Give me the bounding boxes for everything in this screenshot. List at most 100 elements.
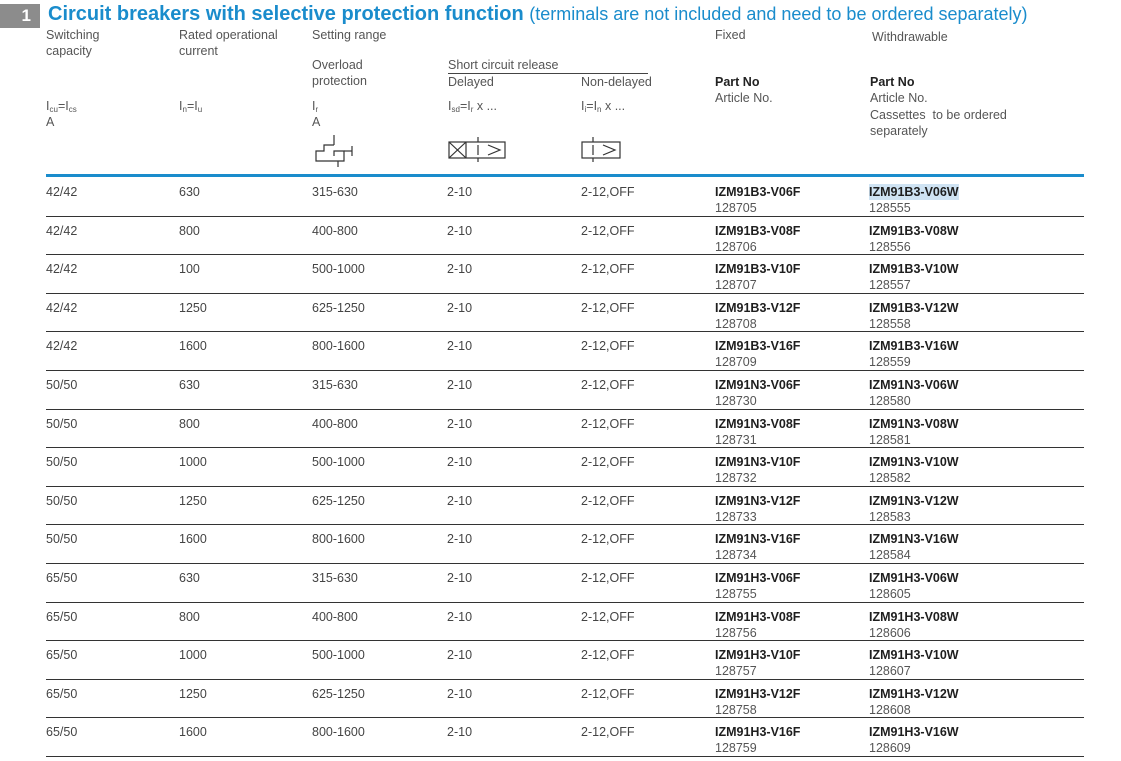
- switching-capacity-cell: 65/50: [46, 571, 78, 585]
- switching-capacity-cell: 42/42: [46, 223, 78, 238]
- fixed-part-number: IZM91B3-V10F: [715, 262, 801, 277]
- title-bold: Circuit breakers with selective protecti…: [48, 3, 524, 25]
- delayed-range-cell: 2-10: [447, 455, 473, 470]
- delayed-release-symbol-icon: [448, 137, 506, 162]
- rated-current-cell: 100: [179, 262, 200, 277]
- fixed-article-number: 128706: [715, 239, 757, 254]
- fixed-part-number: IZM91N3-V16F: [715, 532, 801, 547]
- header-setting-range: Setting range: [312, 28, 387, 42]
- delayed-range-cell: 2-10: [447, 339, 473, 354]
- header-divider: [46, 174, 1084, 177]
- table-row: 65/50 1250 625-1250 2-10 2-12,OFF IZM91H3-V12…: [46, 679, 1084, 719]
- non-delayed-range-cell: 2-12,OFF: [581, 609, 635, 624]
- withdrawable-part-number: IZM91H3-V06W: [869, 571, 959, 585]
- withdrawable-order-cell: IZM91N3-V12W 128583: [869, 493, 959, 525]
- rated-current-cell: 1250: [179, 493, 207, 508]
- fixed-order-cell: IZM91B3-V08F 128706: [715, 223, 800, 255]
- withdrawable-order-cell: IZM91B3-V10W 128557: [869, 261, 959, 293]
- fixed-article-no-label: Article No.: [715, 91, 773, 105]
- fixed-part-number: IZM91B3-V12F: [715, 300, 801, 315]
- delayed-range-cell: 2-10: [447, 648, 473, 663]
- rated-current-cell: 1000: [179, 648, 207, 663]
- withdrawable-article-no-label: Article No.: [870, 91, 928, 105]
- rated-current-cell: 800: [179, 609, 200, 624]
- non-delayed-range-cell: 2-12,OFF: [581, 300, 635, 315]
- fixed-article-number: 128732: [715, 471, 757, 486]
- withdrawable-part-number: IZM91N3-V16W: [869, 532, 959, 547]
- rated-current-cell: 1600: [179, 532, 207, 547]
- table-row: 65/50 1000 500-1000 2-10 2-12,OFF IZM91H3-V10…: [46, 640, 1084, 680]
- fixed-order-cell: IZM91H3-V10F 128757: [715, 647, 800, 679]
- symbol-in-iu: In=Iu: [179, 99, 203, 114]
- withdrawable-article-number: 128580: [869, 394, 911, 408]
- header-delayed: Delayed: [448, 75, 494, 89]
- fixed-part-number: IZM91N3-V06F: [715, 378, 801, 392]
- fixed-article-number: 128731: [715, 432, 757, 447]
- symbol-ii: Ii=In x ...: [581, 99, 626, 114]
- fixed-order-cell: IZM91H3-V06F 128755: [715, 570, 800, 602]
- table-row: 42/42 100 500-1000 2-10 2-12,OFF IZM91B3-V10F…: [46, 254, 1084, 294]
- cassettes-note: Cassettes to be ordered separately: [870, 108, 1007, 138]
- fixed-article-number: 128756: [715, 625, 757, 640]
- rated-current-cell: 1600: [179, 339, 207, 354]
- unit-a-capacity: A: [46, 115, 55, 129]
- overload-range-cell: 315-630: [312, 378, 358, 392]
- non-delayed-range-cell: 2-12,OFF: [581, 686, 635, 701]
- withdrawable-article-number: 128609: [869, 741, 911, 756]
- non-delayed-range-cell: 2-12,OFF: [581, 455, 635, 470]
- switching-capacity-cell: 65/50: [46, 686, 78, 701]
- withdrawable-part-number: IZM91N3-V08W: [869, 416, 959, 431]
- fixed-order-cell: IZM91N3-V06F 128730: [715, 377, 800, 409]
- table-row: 42/42 1250 625-1250 2-10 2-12,OFF IZM91B3-V12…: [46, 293, 1084, 333]
- fixed-part-number: IZM91N3-V10F: [715, 455, 801, 470]
- non-delayed-range-cell: 2-12,OFF: [581, 493, 635, 508]
- fixed-article-number: 128709: [715, 355, 757, 370]
- withdrawable-part-number: IZM91N3-V12W: [869, 493, 959, 508]
- delayed-range-cell: 2-10: [447, 493, 473, 508]
- short-circuit-divider: [448, 73, 648, 74]
- fixed-order-cell: IZM91N3-V08F 128731: [715, 416, 800, 448]
- symbol-ir: Ir: [312, 99, 319, 114]
- overload-range-cell: 800-1600: [312, 532, 365, 547]
- header-fixed: Fixed: [715, 28, 746, 42]
- rated-current-cell: 630: [179, 571, 200, 585]
- withdrawable-article-number: 128559: [869, 355, 911, 370]
- withdrawable-article-number: 128583: [869, 509, 911, 524]
- table-row: 50/50 800 400-800 2-10 2-12,OFF IZM91N3-V08F 1…: [46, 409, 1084, 449]
- rated-current-cell: 1600: [179, 725, 207, 740]
- fixed-part-number: IZM91B3-V08F: [715, 223, 801, 238]
- switching-capacity-cell: 42/42: [46, 185, 78, 199]
- switching-capacity-cell: 50/50: [46, 532, 78, 547]
- non-delayed-range-cell: 2-12,OFF: [581, 532, 635, 547]
- switching-capacity-cell: 50/50: [46, 416, 78, 431]
- fixed-order-cell: IZM91B3-V10F 128707: [715, 261, 800, 293]
- table-row: 50/50 1600 800-1600 2-10 2-12,OFF IZM91N3-V16…: [46, 524, 1084, 564]
- overload-range-cell: 625-1250: [312, 300, 365, 315]
- table-row: 65/50 1600 800-1600 2-10 2-12,OFF IZM91H3-V16…: [46, 717, 1084, 757]
- fixed-article-number: 128708: [715, 316, 757, 331]
- withdrawable-order-cell: IZM91B3-V16W 128559: [869, 338, 959, 370]
- withdrawable-part-number: IZM91N3-V06W: [869, 378, 959, 392]
- rated-current-cell: 630: [179, 185, 200, 199]
- overload-range-cell: 400-800: [312, 609, 358, 624]
- table-row: 42/42 1600 800-1600 2-10 2-12,OFF IZM91B3-V16…: [46, 331, 1084, 371]
- fixed-part-number: IZM91B3-V06F: [715, 185, 801, 199]
- switching-capacity-cell: 50/50: [46, 378, 78, 392]
- delayed-range-cell: 2-10: [447, 609, 473, 624]
- fixed-part-number: IZM91N3-V08F: [715, 416, 801, 431]
- symbol-icu-ics: Icu=Ics: [46, 99, 77, 114]
- withdrawable-article-number: 128607: [869, 664, 911, 679]
- fixed-part-number: IZM91H3-V12F: [715, 686, 801, 701]
- withdrawable-article-number: 128581: [869, 432, 911, 447]
- withdrawable-order-cell: IZM91N3-V16W 128584: [869, 531, 959, 563]
- fixed-article-number: 128707: [715, 278, 757, 293]
- switching-capacity-cell: 42/42: [46, 300, 78, 315]
- switching-capacity-cell: 50/50: [46, 455, 78, 470]
- fixed-order-cell: IZM91H3-V08F 128756: [715, 609, 800, 641]
- table-row: 42/42 630 315-630 2-10 2-12,OFF IZM91B3-V06F 1…: [46, 177, 1084, 217]
- withdrawable-article-number: 128584: [869, 548, 911, 563]
- non-delayed-range-cell: 2-12,OFF: [581, 339, 635, 354]
- fixed-order-cell: IZM91N3-V16F 128734: [715, 531, 800, 563]
- header-rated-current: Rated operational current: [179, 28, 278, 58]
- switching-capacity-cell: 42/42: [46, 339, 78, 354]
